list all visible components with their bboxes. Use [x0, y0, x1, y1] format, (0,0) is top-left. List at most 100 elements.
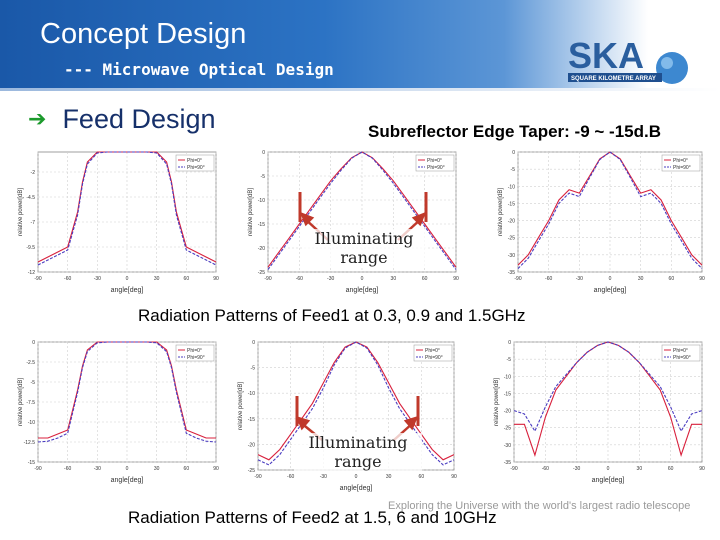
legend-entry: Phi=90°: [673, 165, 691, 171]
annotation-line: range: [340, 248, 388, 267]
x-tick-label: -30: [94, 276, 101, 282]
legend-box: [661, 344, 701, 362]
series-line-phi90: [513, 341, 703, 433]
x-tick-label: 60: [184, 276, 190, 282]
y-axis-label: relative power[dB]: [248, 188, 254, 236]
x-tick-label: 60: [184, 466, 190, 472]
x-tick-label: 30: [386, 474, 392, 480]
legend-entry: Phi=0°: [187, 158, 202, 164]
x-tick-label: 0: [126, 466, 129, 472]
y-axis-label: relative power[dB]: [18, 378, 24, 426]
x-tick-label: 90: [213, 466, 219, 472]
annotation-arrowhead: [411, 211, 427, 227]
annotation-line: Illuminating: [308, 433, 408, 452]
x-tick-label: 60: [422, 276, 428, 282]
y-tick-label: -15: [248, 417, 255, 423]
x-tick-label: 0: [126, 276, 129, 282]
annotation-line: range: [334, 452, 382, 471]
x-axis-label: angle[deg]: [592, 477, 625, 484]
legend-box: [415, 154, 455, 172]
x-tick-label: 90: [699, 466, 705, 472]
y-tick-label: -20: [258, 246, 265, 252]
chart-svg: -90 -60 -30 0 30 60 90 -12 -9.5 -7 -4.5 -2 angle[deg…: [18, 151, 219, 294]
slide-title: Concept Design: [40, 18, 247, 50]
x-tick-label: 60: [668, 466, 674, 472]
legend-box: [175, 154, 215, 172]
y-tick-label: -2.5: [26, 360, 35, 366]
x-tick-label: -90: [254, 474, 261, 480]
legend-entry: Phi=0°: [673, 348, 688, 354]
x-axis-label: angle[deg]: [346, 287, 379, 294]
y-tick-label: 0: [32, 340, 35, 346]
y-axis-label: relative power[dB]: [494, 378, 500, 426]
series-line-phi90: [37, 151, 217, 266]
series-line-phi90: [37, 341, 217, 443]
x-tick-label: -90: [34, 276, 41, 282]
y-tick-label: -10: [28, 420, 35, 426]
x-tick-label: 60: [419, 474, 425, 480]
x-tick-label: -60: [64, 466, 71, 472]
feed2-caption: Radiation Patterns of Feed2 at 1.5, 6 an…: [128, 508, 497, 527]
x-tick-label: -30: [576, 276, 583, 282]
y-tick-label: -15: [258, 222, 265, 228]
series-line-phi0: [37, 151, 217, 263]
x-tick-label: 90: [699, 276, 705, 282]
legend-box: [175, 344, 215, 362]
legend-box: [413, 344, 453, 362]
x-tick-label: -30: [327, 276, 334, 282]
x-axis-label: angle[deg]: [111, 287, 144, 294]
subreflector-taper-label: Subreflector Edge Taper: -9 ~ -15d.B: [368, 122, 662, 141]
chart-svg: -90 -60 -30 0 30 60 90 -15 -12.5 -10 -7.5 -5 -2.5 0 an…: [18, 340, 219, 484]
ska-logo: SKA SQUARE KILOMETRE ARRAY: [562, 28, 692, 98]
legend-entry: Phi=90°: [187, 355, 205, 361]
y-axis-label: relative power[dB]: [238, 382, 244, 430]
legend-entry: Phi=0°: [425, 348, 440, 354]
y-tick-label: 0: [508, 340, 511, 346]
feed1-plot-1.5ghz: -90 -60 -30 0 30 60 90 -35 -30 -25 -20 -15 -10 -5 0 ang…: [494, 148, 710, 296]
feed1-plot-0.3ghz: -90 -60 -30 0 30 60 90 -12 -9.5 -7 -4.5 -2 angle[deg…: [14, 148, 224, 296]
x-tick-label: -60: [287, 474, 294, 480]
y-tick-label: -30: [508, 253, 515, 259]
x-tick-label: 90: [451, 474, 457, 480]
y-tick-label: -25: [508, 236, 515, 242]
x-tick-label: -60: [296, 276, 303, 282]
y-tick-label: -12.5: [24, 440, 36, 446]
x-tick-label: -30: [320, 474, 327, 480]
x-tick-label: 0: [609, 276, 612, 282]
feed1-caption: Radiation Patterns of Feed1 at 0.3, 0.9 …: [138, 306, 526, 325]
y-tick-label: 0: [262, 150, 265, 156]
bullet-row: ➔ Feed Design: [28, 104, 216, 135]
legend-entry: Phi=0°: [673, 158, 688, 164]
y-tick-label: -30: [504, 443, 511, 449]
x-tick-label: 60: [669, 276, 675, 282]
legend-entry: Phi=90°: [427, 165, 445, 171]
y-tick-label: -15: [28, 460, 35, 466]
x-tick-label: -90: [510, 466, 517, 472]
y-tick-label: -2: [31, 170, 36, 176]
y-tick-label: -20: [508, 219, 515, 225]
y-tick-label: -20: [248, 442, 255, 448]
y-tick-label: -5: [511, 167, 516, 173]
x-tick-label: 30: [638, 276, 644, 282]
y-tick-label: -15: [504, 391, 511, 397]
x-tick-label: 90: [213, 276, 219, 282]
illuminating-range-annotation-top: Illuminating range: [302, 229, 426, 267]
y-tick-label: -10: [508, 184, 515, 190]
y-tick-label: -10: [248, 391, 255, 397]
y-tick-label: -5: [251, 366, 256, 372]
x-tick-label: 30: [637, 466, 643, 472]
y-tick-label: -12: [28, 270, 35, 276]
legend-entry: Phi=0°: [427, 158, 442, 164]
logo-text: SKA: [568, 35, 644, 76]
y-tick-label: -20: [504, 409, 511, 415]
y-tick-label: -10: [504, 374, 511, 380]
y-tick-label: 0: [512, 150, 515, 156]
y-tick-label: -35: [508, 270, 515, 276]
x-axis-label: angle[deg]: [594, 287, 627, 294]
legend-entry: Phi=90°: [187, 165, 205, 171]
series-line-phi90: [267, 151, 457, 270]
x-tick-label: 30: [154, 276, 160, 282]
y-tick-label: -15: [508, 201, 515, 207]
x-tick-label: 30: [391, 276, 397, 282]
x-tick-label: 0: [607, 466, 610, 472]
